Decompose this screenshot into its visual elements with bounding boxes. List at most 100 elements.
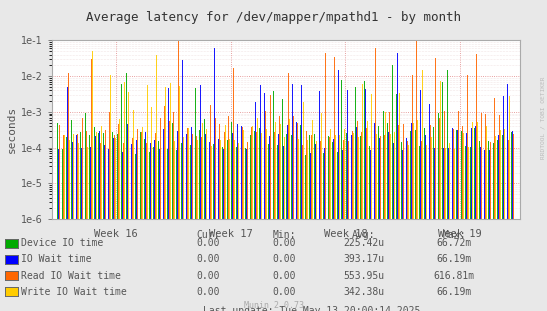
Bar: [213, 144, 214, 311]
Bar: [387, 123, 388, 311]
Bar: [270, 95, 271, 311]
Bar: [208, 126, 210, 311]
Bar: [68, 72, 69, 311]
Text: IO Wait time: IO Wait time: [21, 254, 91, 264]
Bar: [71, 120, 72, 311]
Bar: [133, 110, 134, 311]
Bar: [434, 148, 435, 311]
Bar: [302, 102, 304, 311]
Bar: [211, 146, 212, 311]
Bar: [268, 144, 269, 311]
Bar: [219, 124, 220, 311]
Bar: [448, 148, 449, 311]
Bar: [481, 149, 482, 311]
Bar: [121, 84, 122, 311]
Bar: [444, 111, 445, 311]
Bar: [62, 83, 63, 311]
Bar: [324, 148, 325, 311]
Bar: [204, 119, 205, 311]
Bar: [264, 93, 265, 311]
Bar: [320, 141, 321, 311]
Bar: [291, 135, 292, 311]
Bar: [114, 135, 115, 311]
Bar: [362, 84, 363, 311]
Bar: [83, 115, 84, 311]
Bar: [242, 127, 243, 311]
Bar: [232, 133, 233, 311]
Bar: [96, 132, 97, 311]
Bar: [424, 128, 425, 311]
Bar: [85, 145, 86, 311]
Bar: [371, 94, 373, 311]
Bar: [269, 136, 270, 311]
Bar: [108, 149, 109, 311]
Bar: [126, 73, 127, 311]
Bar: [408, 146, 409, 311]
Bar: [479, 142, 480, 311]
Bar: [321, 113, 322, 311]
Bar: [470, 128, 472, 311]
Bar: [188, 128, 189, 311]
Bar: [454, 149, 455, 311]
Bar: [141, 132, 142, 311]
Bar: [255, 102, 256, 311]
Bar: [305, 155, 306, 311]
Bar: [417, 120, 418, 311]
Text: 66.19m: 66.19m: [437, 254, 472, 264]
Bar: [416, 40, 417, 311]
Bar: [162, 149, 164, 311]
Bar: [72, 142, 73, 311]
Bar: [318, 123, 319, 311]
Text: 0.00: 0.00: [196, 238, 219, 248]
Bar: [503, 96, 504, 311]
Bar: [356, 127, 357, 311]
Bar: [504, 129, 505, 311]
Bar: [197, 140, 198, 311]
Bar: [511, 132, 512, 311]
Bar: [113, 137, 114, 311]
Bar: [465, 146, 466, 311]
Bar: [192, 134, 193, 311]
Bar: [401, 142, 402, 311]
Bar: [66, 137, 67, 311]
Bar: [87, 147, 88, 311]
Bar: [109, 112, 110, 311]
Text: Read IO Wait time: Read IO Wait time: [21, 271, 121, 281]
Bar: [274, 134, 275, 311]
Bar: [443, 148, 444, 311]
Bar: [222, 147, 223, 311]
Bar: [300, 125, 301, 311]
Bar: [173, 112, 174, 311]
Bar: [223, 149, 224, 311]
Bar: [337, 70, 339, 311]
Bar: [334, 57, 335, 311]
Bar: [57, 123, 58, 311]
Bar: [453, 129, 454, 311]
Bar: [280, 124, 281, 311]
Bar: [119, 119, 120, 311]
Bar: [330, 129, 331, 311]
Bar: [243, 130, 244, 311]
Bar: [254, 131, 255, 311]
Text: Last update: Tue May 13 20:00:14 2025: Last update: Tue May 13 20:00:14 2025: [203, 306, 421, 311]
Bar: [247, 142, 248, 311]
Bar: [170, 82, 171, 311]
Bar: [187, 128, 188, 311]
Bar: [265, 111, 266, 311]
Bar: [90, 147, 91, 311]
Bar: [512, 131, 513, 311]
Bar: [77, 134, 78, 311]
Bar: [451, 76, 452, 311]
Bar: [485, 114, 486, 311]
Bar: [224, 132, 225, 311]
Bar: [351, 70, 352, 311]
Text: 0.00: 0.00: [196, 271, 219, 281]
Text: 0.00: 0.00: [196, 287, 219, 297]
Bar: [289, 119, 290, 311]
Bar: [292, 84, 293, 311]
Bar: [142, 127, 143, 311]
Bar: [390, 134, 391, 311]
Bar: [252, 126, 253, 311]
Bar: [379, 138, 380, 311]
Bar: [167, 150, 168, 311]
